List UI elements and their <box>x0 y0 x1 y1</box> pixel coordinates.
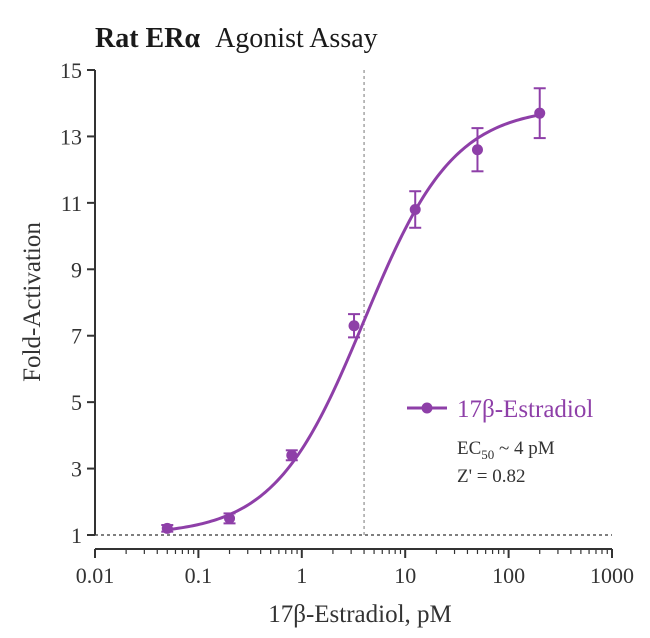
data-point <box>286 449 298 461</box>
chart-title: Rat ERα Agonist Assay <box>95 23 378 54</box>
y-tick-label: 7 <box>71 324 82 349</box>
data-point <box>161 522 173 534</box>
chart-title-bold: Rat ERα <box>95 23 200 54</box>
legend-label: 17β-Estradiol <box>457 396 593 423</box>
zprime-annotation: Z' = 0.82 <box>457 466 526 487</box>
chart-title-rest: Agonist Assay <box>215 23 378 54</box>
ec50-subscript: 50 <box>481 447 494 462</box>
x-tick-label: 0.01 <box>76 563 115 588</box>
x-axis-title: 17β-Estradiol, pM <box>268 601 452 628</box>
ec50-prefix: EC <box>457 438 481 459</box>
x-tick-label: 1 <box>296 563 307 588</box>
y-tick-label: 1 <box>71 523 82 548</box>
y-tick-label: 13 <box>60 124 82 149</box>
legend-marker-icon <box>421 402 433 414</box>
data-point <box>348 320 360 332</box>
y-tick-label: 11 <box>61 191 82 216</box>
data-point <box>471 144 483 156</box>
y-tick-label: 3 <box>71 457 82 482</box>
y-tick-label: 15 <box>60 58 82 83</box>
y-tick-label: 9 <box>71 257 82 282</box>
x-tick-label: 1000 <box>590 563 634 588</box>
data-points <box>161 87 546 534</box>
axes <box>94 70 612 550</box>
x-tick-label: 100 <box>492 563 525 588</box>
data-point <box>224 512 236 524</box>
x-tick-label: 10 <box>394 563 416 588</box>
y-axis-title: Fold-Activation <box>19 222 46 382</box>
y-tick-label: 5 <box>71 390 82 415</box>
legend: 17β-Estradiol <box>407 396 593 423</box>
ec50-annotation: EC50 ~ 4 pM <box>457 438 555 462</box>
data-point <box>409 204 421 215</box>
ec50-value: ~ 4 pM <box>494 438 555 459</box>
data-point <box>534 107 546 119</box>
x-axis-ticks: 0.01 0.1 1 10 100 1000 <box>76 549 634 588</box>
x-tick-label: 0.1 <box>185 563 213 588</box>
